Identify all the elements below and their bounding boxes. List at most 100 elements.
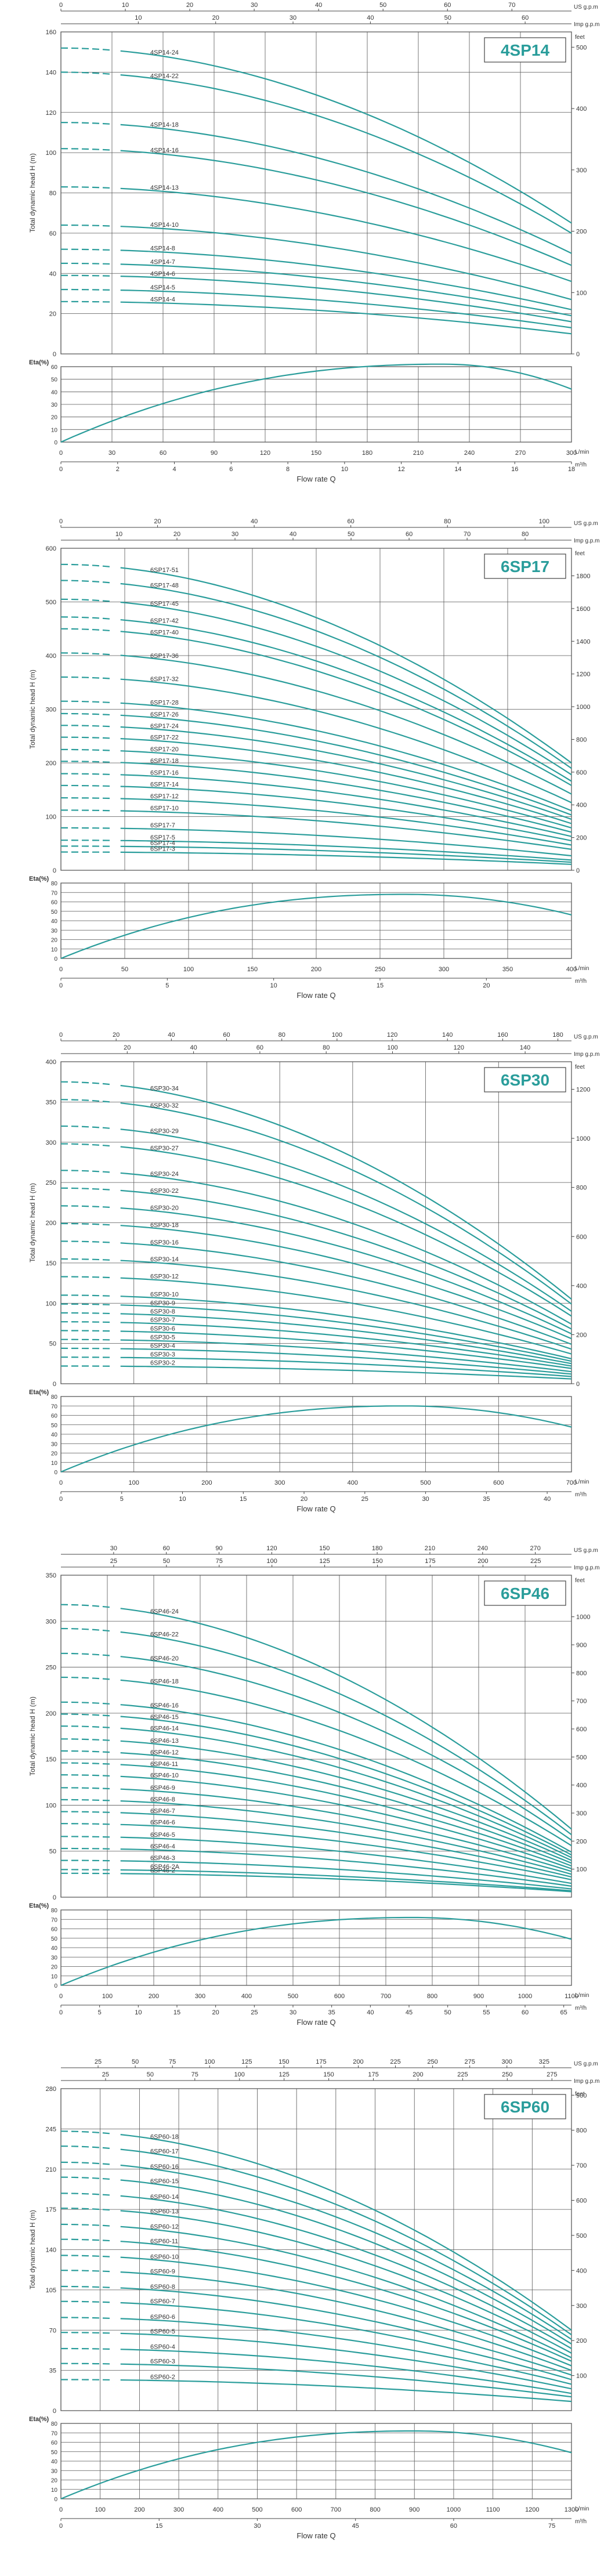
- curve-label: 6SP46-2A: [150, 1864, 180, 1871]
- m3h-unit: m³/h: [575, 462, 587, 468]
- curve-dash-6SP30-24: [60, 1170, 113, 1173]
- curve-label: 6SP46-12: [150, 1749, 179, 1756]
- head-axis-title: Total dynamic head H (m): [28, 670, 37, 749]
- curve-label: 6SP46-2: [150, 1867, 175, 1874]
- y-tick-label: 0: [53, 1381, 56, 1388]
- lmin-tick-label: 600: [291, 2506, 302, 2513]
- curve-dash-6SP60-16: [60, 2161, 113, 2165]
- y-tick-label: 35: [49, 2368, 56, 2375]
- y-tick-label: 210: [46, 2166, 56, 2173]
- lmin-tick-label: 270: [515, 450, 526, 457]
- y-tick-label: 300: [46, 1139, 56, 1146]
- curve-6SP17-32: [120, 678, 572, 804]
- curve-6SP46-2: [120, 1873, 572, 1893]
- imp-gpm-tick-label: 275: [547, 2071, 557, 2078]
- y-tick-label: 500: [46, 599, 56, 606]
- curve-label: 6SP17-51: [150, 567, 179, 574]
- lmin-tick-label: 90: [211, 450, 218, 457]
- m3h-tick-label: 0: [59, 982, 63, 989]
- curve-4SP14-4: [120, 301, 572, 335]
- model-title: 6SP30: [501, 1071, 549, 1089]
- eta-axis-title: Eta(%): [29, 1389, 49, 1396]
- imp-gpm-tick-label: 125: [319, 1558, 330, 1565]
- feet-tick-label: 700: [576, 1698, 587, 1705]
- eta-tick-label: 20: [51, 938, 58, 944]
- us-gpm-tick-label: 180: [552, 1032, 563, 1039]
- flow-axis-title: Flow rate Q: [296, 991, 335, 1000]
- curve-6SP46-14: [120, 1727, 572, 1858]
- m3h-tick-label: 20: [483, 982, 490, 989]
- feet-tick-label: 200: [576, 1332, 587, 1338]
- curve-label: 6SP17-42: [150, 618, 179, 625]
- curve-dash-6SP46-13: [61, 1738, 113, 1741]
- curve-dash-6SP17-42: [60, 616, 113, 620]
- y-tick-label: 70: [49, 2327, 56, 2334]
- curve-label: 4SP14-18: [150, 122, 179, 129]
- model-title: 6SP60: [501, 2098, 549, 2116]
- lmin-tick-label: 1300: [565, 2506, 578, 2513]
- lmin-tick-label: 100: [102, 1993, 113, 2000]
- y-tick-label: 80: [49, 190, 56, 197]
- eta-tick-label: 20: [51, 2478, 58, 2484]
- y-tick-label: 0: [53, 1894, 56, 1901]
- curve-dash-6SP30-27: [60, 1143, 113, 1147]
- eta-tick-label: 10: [51, 1460, 58, 1467]
- lmin-unit: L/min: [575, 1992, 589, 1999]
- curve-label: 6SP30-24: [150, 1171, 179, 1178]
- curve-dash-4SP14-24: [60, 47, 113, 51]
- eta-tick-label: 10: [51, 427, 58, 433]
- curve-dash-6SP46-11: [60, 1762, 113, 1765]
- lmin-tick-label: 1100: [565, 1993, 578, 2000]
- curve-6SP17-7: [120, 827, 572, 857]
- m3h-tick-label: 15: [377, 982, 384, 989]
- curve-6SP46-13: [120, 1740, 572, 1861]
- curve-6SP17-18: [120, 762, 572, 833]
- us-gpm-unit: US g.p.m: [574, 1547, 598, 1554]
- m3h-tick-label: 10: [270, 982, 277, 989]
- us-gpm-tick-label: 0: [59, 1032, 63, 1039]
- curve-label: 4SP14-16: [150, 147, 179, 154]
- curve-6SP60-9: [120, 2271, 572, 2371]
- curve-4SP14-22: [120, 74, 572, 234]
- curve-6SP30-22: [120, 1189, 572, 1330]
- imp-gpm-tick-label: 100: [387, 1044, 397, 1051]
- lmin-tick-label: 30: [108, 450, 115, 457]
- imp-gpm-tick-label: 120: [454, 1044, 464, 1051]
- imp-gpm-unit: Imp g.p.m: [574, 21, 599, 28]
- us-gpm-tick-label: 100: [204, 2058, 215, 2065]
- curve-label: 6SP60-16: [150, 2163, 179, 2170]
- feet-tick-label: 200: [576, 1838, 587, 1845]
- imp-gpm-tick-label: 20: [173, 531, 180, 538]
- eta-tick-label: 40: [51, 2459, 58, 2465]
- curve-6SP17-16: [120, 774, 572, 837]
- eta-tick-label: 50: [51, 1936, 58, 1942]
- m3h-tick-label: 0: [59, 466, 63, 473]
- imp-gpm-tick-label: 50: [163, 1558, 170, 1565]
- curve-6SP60-15: [120, 2179, 572, 2345]
- y-tick-label: 400: [46, 653, 56, 660]
- us-gpm-tick-label: 275: [464, 2058, 475, 2065]
- y-tick-label: 200: [46, 760, 56, 767]
- curve-6SP60-17: [120, 2148, 572, 2336]
- us-gpm-tick-label: 90: [215, 1545, 222, 1552]
- curve-label: 6SP17-26: [150, 711, 179, 718]
- lmin-tick-label: 200: [149, 1993, 159, 2000]
- head-axis-title: Total dynamic head H (m): [28, 2210, 37, 2289]
- feet-tick-label: 500: [576, 44, 587, 51]
- curve-label: 6SP46-22: [150, 1631, 179, 1638]
- curve-dash-6SP30-14: [60, 1258, 113, 1261]
- curve-6SP46-15: [120, 1716, 572, 1856]
- lmin-tick-label-zero: 0: [59, 450, 63, 457]
- model-title: 6SP17: [501, 558, 549, 576]
- imp-gpm-tick-label: 40: [290, 531, 296, 538]
- curve-label: 6SP17-45: [150, 600, 179, 607]
- eta-tick-label: 40: [51, 1945, 58, 1952]
- lmin-tick-label: 700: [331, 2506, 341, 2513]
- curve-6SP30-3: [120, 1356, 572, 1377]
- curve-label: 6SP60-6: [150, 2314, 175, 2321]
- us-gpm-tick-label: 200: [353, 2058, 363, 2065]
- curve-dash-6SP30-20: [60, 1205, 113, 1209]
- m3h-tick-label: 2: [116, 466, 120, 473]
- curve-6SP30-24: [120, 1172, 572, 1325]
